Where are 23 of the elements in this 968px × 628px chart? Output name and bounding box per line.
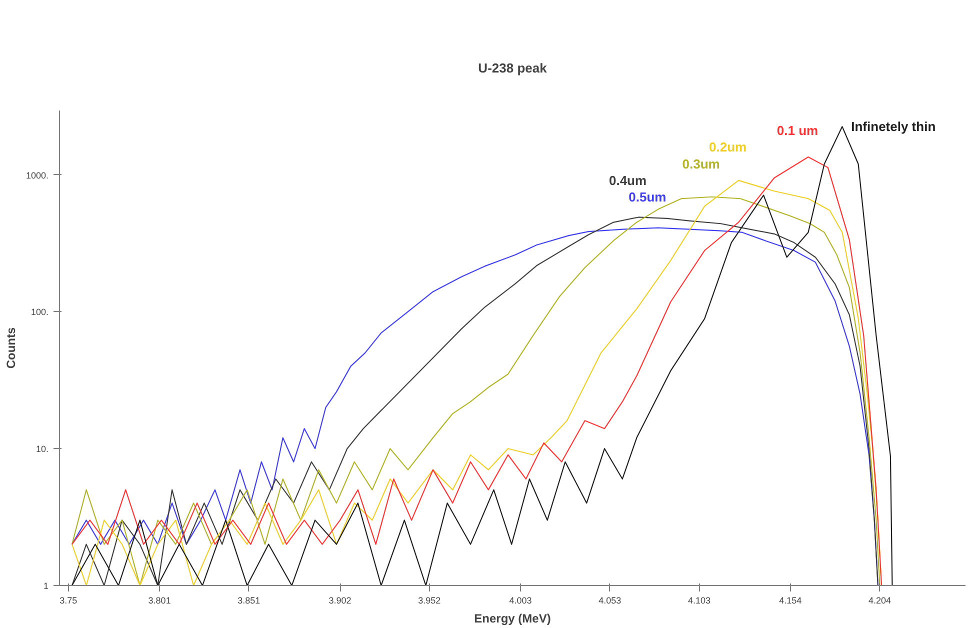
x-tick-label: 4.154	[779, 596, 802, 606]
y-tick-label: 100.	[30, 307, 49, 318]
text: 0.3um	[682, 156, 720, 172]
series-label: Infinetely thin	[851, 119, 936, 134]
x-tick-label: 3.952	[418, 596, 441, 606]
x-tick-label: 3.75	[60, 596, 78, 606]
x-axis-title: Energy (MeV)	[474, 612, 551, 626]
x-tick-label: 3.851	[238, 596, 260, 606]
series-label: 0.5um	[628, 190, 666, 204]
x-tick-label: 4.204	[868, 596, 891, 606]
x-tick-label: 4.053	[598, 596, 622, 606]
series-label: 0.1 um	[776, 123, 818, 138]
text: 0.2um	[709, 140, 747, 155]
text: 0.4um	[608, 172, 647, 188]
x-tick-label: 4.103	[688, 596, 711, 606]
x-tick-label: 3.801	[148, 596, 171, 606]
x-tick-label: 3.902	[328, 596, 352, 606]
y-tick-label: 1000.	[26, 170, 49, 180]
y-tick-label: 10.	[36, 444, 49, 454]
x-tick-label: 4.003	[509, 596, 532, 606]
y-axis-title: Counts	[4, 327, 18, 369]
y-tick-label: 1	[43, 581, 49, 591]
chart-title: U-238 peak	[478, 60, 548, 76]
